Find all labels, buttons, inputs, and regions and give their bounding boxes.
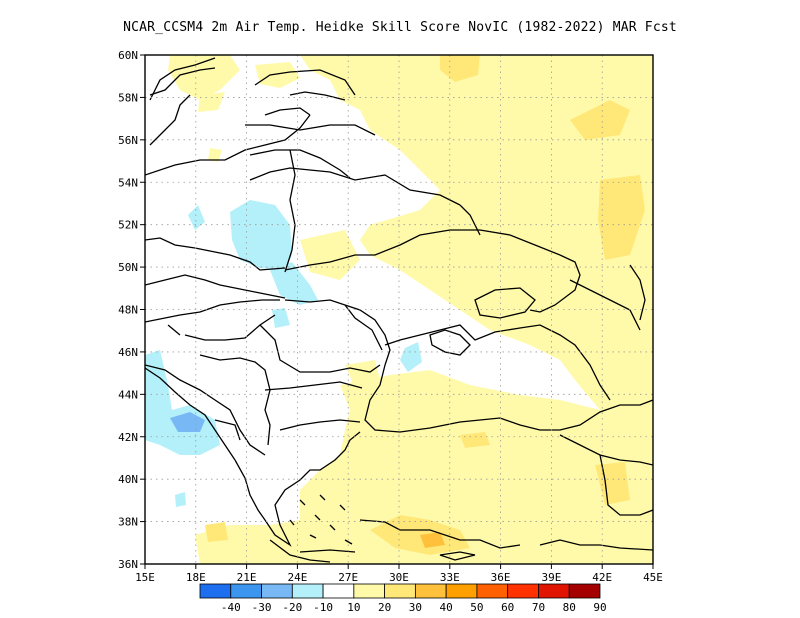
colorbar-swatch: [414, 583, 447, 599]
colorbar-swatch: [230, 583, 262, 599]
lat-tick-label: 54N: [118, 176, 138, 189]
colorbar-swatch: [384, 583, 416, 599]
lon-tick-label: 42E: [592, 571, 612, 584]
colorbar-label: 80: [563, 601, 576, 614]
colorbar-label: 60: [501, 601, 514, 614]
lon-tick-label: 30E: [389, 571, 409, 584]
lat-tick-label: 58N: [118, 91, 138, 104]
colorbar-swatch: [261, 583, 293, 599]
colorbar-label: -40: [221, 601, 241, 614]
skill-shading-30-40: [420, 532, 445, 548]
lat-tick-label: 60N: [118, 49, 138, 62]
colorbar-label: 50: [470, 601, 483, 614]
lat-tick-label: 40N: [118, 473, 138, 486]
lon-tick-label: 45E: [643, 571, 663, 584]
lat-tick-label: 56N: [118, 134, 138, 147]
lon-tick-label: 27E: [338, 571, 358, 584]
colorbar-swatch: [322, 583, 355, 599]
longitude-axis: 15E 18E 21E 24E 27E 30E 33E 36E 39E 42E 45E: [135, 564, 663, 584]
colorbar-label: 20: [378, 601, 391, 614]
colorbar-swatch: [568, 583, 601, 599]
latitude-axis: 36N 38N 40N 42N 44N 46N 48N 50N 52N 54N 56N 58N 60N: [118, 49, 145, 571]
chart-title: NCAR_CCSM4 2m Air Temp. Heidke Skill Sco…: [123, 20, 677, 35]
lat-tick-label: 52N: [118, 219, 138, 232]
colorbar-swatch: [507, 583, 539, 599]
lat-tick-label: 50N: [118, 261, 138, 274]
lat-tick-label: 44N: [118, 388, 138, 401]
colorbar-label: 10: [347, 601, 360, 614]
coastlines-borders: [145, 57, 653, 563]
graticule: [145, 55, 653, 564]
lat-tick-label: 48N: [118, 304, 138, 317]
colorbar-swatch: [199, 583, 232, 599]
lon-tick-label: 36E: [491, 571, 511, 584]
colorbar-label: 40: [440, 601, 453, 614]
colorbar-label: 70: [532, 601, 545, 614]
colorbar: -40 -30 -20 -10 10 20 30 40 50 60 70 80 90: [199, 583, 607, 614]
colorbar-swatch: [291, 583, 324, 599]
skill-shading-neg-20-30: [170, 412, 205, 432]
lon-tick-label: 33E: [440, 571, 460, 584]
lat-tick-label: 42N: [118, 431, 138, 444]
colorbar-swatch: [476, 583, 509, 599]
colorbar-label: -20: [282, 601, 302, 614]
colorbar-label: -30: [252, 601, 272, 614]
colorbar-label: -10: [313, 601, 333, 614]
lon-tick-label: 15E: [135, 571, 155, 584]
colorbar-label: 90: [593, 601, 606, 614]
lat-tick-label: 38N: [118, 516, 138, 529]
lon-tick-label: 18E: [186, 571, 206, 584]
lon-tick-label: 24E: [287, 571, 307, 584]
colorbar-swatch: [445, 583, 478, 599]
lat-tick-label: 46N: [118, 346, 138, 359]
lon-tick-label: 39E: [541, 571, 561, 584]
colorbar-swatch: [353, 583, 386, 599]
colorbar-label: 30: [409, 601, 422, 614]
colorbar-swatch: [538, 583, 570, 599]
lon-tick-label: 21E: [237, 571, 257, 584]
lat-tick-label: 36N: [118, 558, 138, 571]
skill-shading-10-20: [168, 55, 653, 564]
